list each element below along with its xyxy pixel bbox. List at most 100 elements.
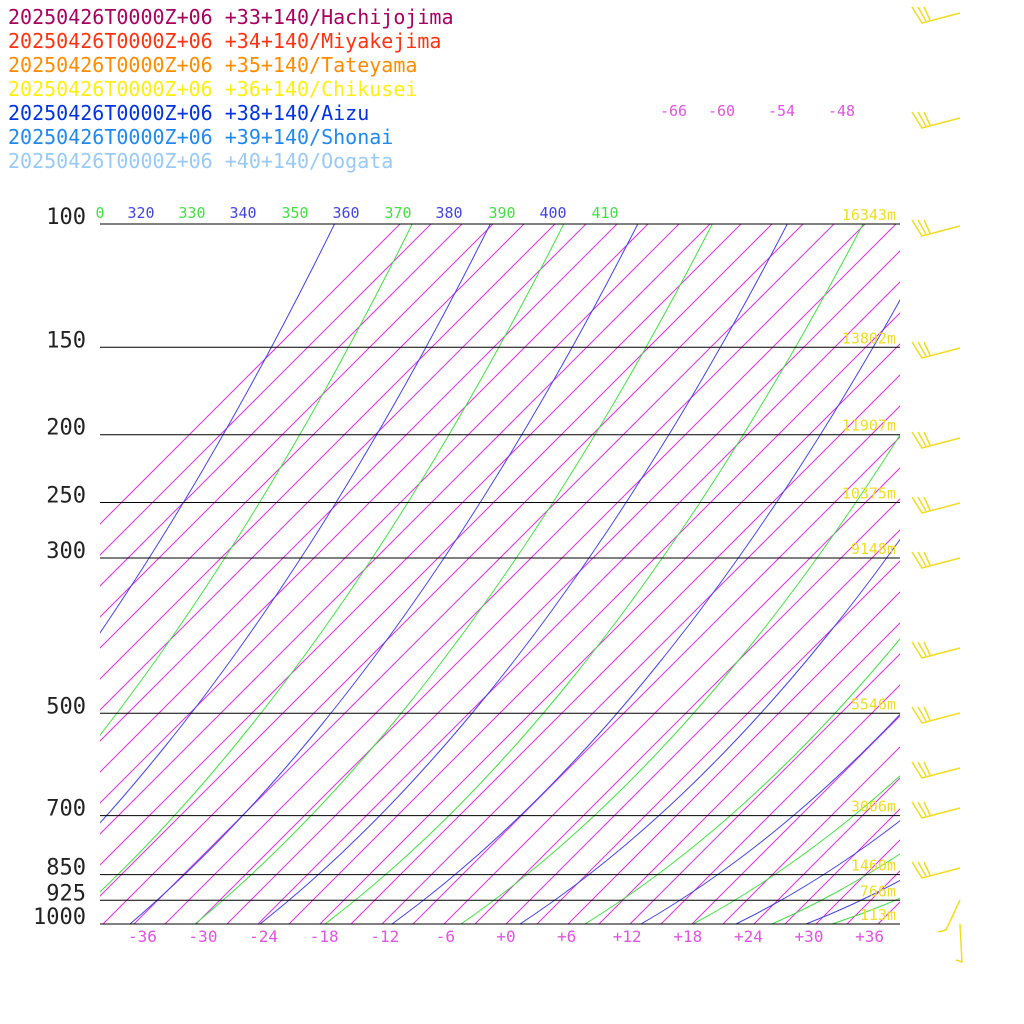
wind-barb — [911, 341, 961, 359]
x-tick-label: +18 — [673, 927, 702, 946]
isotherm-line — [288, 312, 900, 924]
theta-label: 330 — [178, 204, 205, 222]
wind-barb — [911, 111, 961, 129]
x-tick-label: +36 — [855, 927, 884, 946]
pressure-label: 150 — [46, 328, 86, 353]
isotherm-line — [412, 436, 900, 924]
wind-barb — [911, 219, 961, 237]
wind-barb — [911, 6, 961, 24]
moist-adiabat — [519, 538, 900, 924]
isotherm-line — [100, 224, 587, 711]
isotherm-label: -54 — [768, 102, 795, 120]
legend-entry: 20250426T0000Z+06 +40+140/Oogata — [8, 149, 394, 173]
x-tick-label: +30 — [795, 927, 824, 946]
moist-adiabat — [391, 299, 900, 924]
isotherm-line — [164, 224, 866, 924]
isotherm-line — [940, 224, 1024, 924]
pressure-label: 300 — [46, 539, 86, 564]
isotherm-line — [100, 224, 525, 649]
pressure-label: 850 — [46, 856, 86, 881]
isotherm-label: -66 — [660, 102, 687, 120]
x-tick-label: -12 — [370, 927, 399, 946]
theta-labels: 0 320 330 340 350 360 370 380 390 400 410 — [95, 204, 618, 222]
isotherm-line — [226, 250, 900, 924]
x-axis-labels: -36 -30 -24 -18 -12 -6 +0 +6 +12 +18 +24 +30 +36 — [128, 927, 884, 946]
legend-entry: 20250426T0000Z+06 +39+140/Shonai — [8, 125, 394, 149]
pressure-label: 925 — [46, 881, 86, 906]
wind-barb — [911, 761, 961, 779]
pressure-lines — [100, 223, 900, 925]
x-tick-label: -24 — [249, 927, 278, 946]
height-label: 766m — [860, 882, 896, 900]
wind-barb — [911, 861, 961, 879]
dry-adiabat — [584, 637, 900, 924]
isotherm-line — [909, 224, 1024, 924]
moist-adiabat — [100, 224, 491, 824]
legend-entry: 20250426T0000Z+06 +33+140/Hachijojima — [8, 5, 454, 29]
x-tick-label: +24 — [734, 927, 763, 946]
pressure-label: 250 — [46, 484, 86, 509]
dry-adiabat — [324, 224, 864, 924]
isotherm-line — [971, 224, 1024, 924]
isotherm-line — [319, 343, 900, 924]
pressure-label: 500 — [46, 694, 86, 719]
dry-adiabat — [100, 224, 565, 893]
theta-label: 410 — [591, 204, 618, 222]
isotherm-line — [100, 224, 711, 835]
isotherm-line — [629, 653, 900, 924]
background-lines — [100, 224, 1024, 924]
height-label: 13802m — [842, 329, 896, 347]
height-label: 11907m — [842, 417, 896, 435]
height-label: 5546m — [851, 695, 896, 713]
isotherm-label: -48 — [828, 102, 855, 120]
dry-adiabat — [194, 224, 713, 924]
x-tick-label: +0 — [496, 927, 515, 946]
isotherm-line — [100, 224, 680, 804]
height-label: 1460m — [851, 857, 896, 875]
wind-barb — [911, 801, 961, 819]
moist-adiabat — [259, 224, 788, 924]
moist-adiabat — [805, 879, 900, 924]
isotherm-line — [100, 224, 401, 525]
isotherm-line — [505, 529, 900, 924]
moist-adiabat — [129, 224, 639, 924]
theta-label: 360 — [332, 204, 359, 222]
isotherm-line — [100, 224, 773, 897]
isotherm-line — [100, 224, 463, 587]
isotherm-line — [100, 224, 618, 742]
wind-barb — [911, 706, 961, 724]
theta-label: 370 — [384, 204, 411, 222]
isotherm-line — [100, 224, 742, 866]
isotherm-line — [381, 405, 900, 924]
pressure-label: 1000 — [33, 905, 86, 930]
isotherm-line — [536, 560, 900, 924]
wind-barbs — [911, 6, 963, 964]
dry-adiabat — [771, 853, 900, 924]
x-tick-label: -6 — [436, 927, 455, 946]
theta-label: 0 — [95, 204, 104, 222]
isotherm-line — [100, 224, 556, 680]
pressure-label: 200 — [46, 416, 86, 441]
isotherm-line — [753, 777, 900, 924]
isotherm-line — [100, 224, 432, 556]
isotherm-line — [195, 224, 897, 924]
pressure-label: 100 — [46, 205, 86, 230]
isotherm-line — [100, 224, 494, 618]
isotherm-line — [877, 901, 900, 924]
x-tick-label: +12 — [613, 927, 642, 946]
wind-barb — [911, 641, 961, 659]
theta-label: 340 — [229, 204, 256, 222]
height-label: 16343m — [842, 206, 896, 224]
height-label: 3006m — [851, 798, 896, 816]
legend-entry: 20250426T0000Z+06 +38+140/Aizu — [8, 101, 370, 125]
isotherm-line — [567, 591, 900, 924]
pressure-label: 700 — [46, 797, 86, 822]
legend-entry: 20250426T0000Z+06 +35+140/Tateyama — [8, 53, 418, 77]
moist-adiabat — [100, 224, 335, 634]
wind-barb — [911, 551, 961, 569]
isotherm-line — [722, 746, 900, 924]
wind-barb — [911, 431, 961, 449]
x-tick-label: +6 — [557, 927, 576, 946]
height-label: 9148m — [851, 540, 896, 558]
theta-label: 320 — [127, 204, 154, 222]
